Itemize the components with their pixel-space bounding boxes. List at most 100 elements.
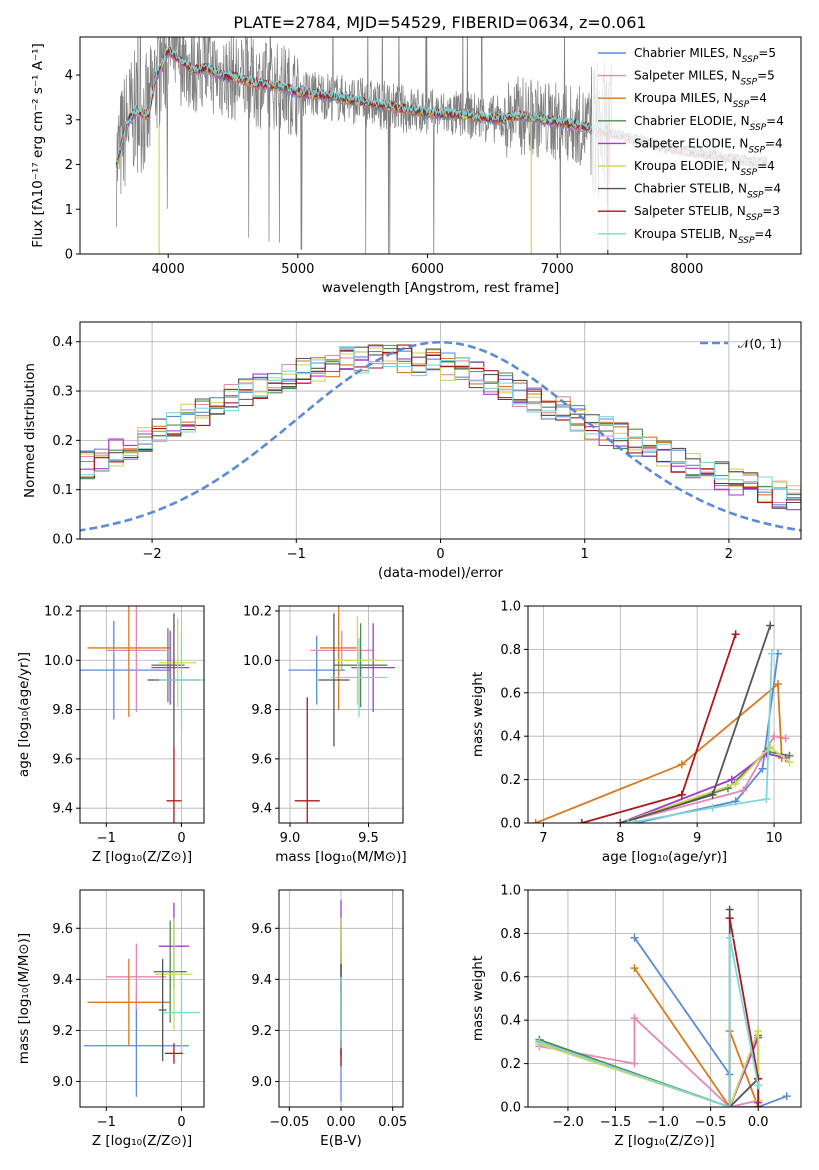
y-tick-label: 0.8 — [500, 643, 521, 658]
y-axis-label: mass weight — [470, 956, 486, 1041]
y-axis-label: Normed distribution — [22, 363, 38, 498]
weight-marker-1 — [630, 1014, 639, 1023]
weight-marker-8 — [623, 819, 632, 823]
weight-marker-7 — [677, 790, 686, 799]
x-tick-label: −1.0 — [647, 1115, 679, 1130]
weight-marker-6 — [616, 819, 625, 823]
legend-label-sub: SSP — [741, 78, 758, 88]
y-tick-label: 9.4 — [52, 802, 73, 817]
y-tick-label: 9.6 — [251, 752, 272, 767]
weight-marker-1 — [739, 786, 748, 795]
legend-label: Kroupa MILES, NSSP=4 — [634, 91, 767, 110]
weight-marker-7 — [731, 630, 740, 639]
y-tick-label: 9.6 — [251, 922, 272, 937]
y-axis-label: mass [log₁₀(M/M⊙)] — [16, 933, 32, 1064]
y-tick-label: 10.0 — [243, 654, 272, 669]
y-tick-label: 9.2 — [52, 1024, 73, 1039]
legend-label-sub: SSP — [746, 213, 763, 223]
axes-border — [278, 605, 404, 824]
x-tick-label: 0 — [177, 1115, 185, 1130]
y-tick-label: 9.4 — [52, 973, 73, 988]
weight-marker-8 — [762, 795, 771, 804]
weight-line-8 — [539, 937, 760, 1107]
x-tick-label: 8000 — [670, 262, 703, 277]
errorbar-point-5 — [158, 618, 197, 708]
x-tick-label: 0 — [436, 547, 444, 562]
y-tick-label: 0 — [65, 248, 73, 263]
weight-marker-7 — [725, 914, 734, 923]
errorbar-point-8 — [330, 638, 388, 717]
x-tick-label: 1 — [581, 547, 589, 562]
legend-label-part: Kroupa STELIB, N — [634, 227, 738, 241]
errorbar-point-2 — [319, 606, 358, 710]
y-tick-label: 9.8 — [52, 703, 73, 718]
y-tick-label: 4 — [65, 69, 73, 84]
x-axis-label: Z [log₁₀(Z/Z⊙)] — [614, 1133, 714, 1149]
y-tick-label: 0.4 — [52, 335, 73, 350]
weight-marker-2 — [677, 760, 686, 769]
residuals-panel: −2 −1 0 1 2 0.0 0.1 0.2 0.3 0.4 (data-model)/error… — [22, 321, 802, 581]
x-tick-label: −0.05 — [269, 1115, 309, 1130]
y-tick-label: 9.2 — [251, 1024, 272, 1039]
errorbar-point-7 — [294, 697, 320, 823]
x-tick-label: −1 — [97, 831, 116, 846]
legend-label: 𝒩(0, 1) — [738, 337, 782, 351]
y-tick-label: 0.0 — [52, 533, 73, 548]
weight-marker-4 — [727, 775, 736, 784]
y-tick-label: 0.3 — [52, 385, 73, 400]
age-vs-metallicity-panel: −1 0 9.4 9.6 9.8 10.0 10.2 Z [log₁₀(Z/Z⊙)] age [… — [16, 604, 205, 865]
x-tick-label: 0.05 — [378, 1115, 407, 1130]
residual-legend: 𝒩(0, 1) — [700, 337, 782, 351]
plot-area — [80, 340, 801, 532]
axes-border — [79, 605, 205, 824]
y-axis-label: Flux [fλ10⁻¹⁷ erg cm⁻² s⁻¹ A⁻¹] — [30, 43, 46, 248]
legend-label-part: Kroupa ELODIE, N — [634, 159, 741, 173]
weight-marker-6 — [708, 790, 717, 799]
y-tick-label: 0.8 — [500, 927, 521, 942]
y-tick-label: 9.8 — [251, 703, 272, 718]
weight-marker-5 — [731, 779, 740, 788]
axes-border — [527, 889, 802, 1108]
legend-label-part: Chabrier ELODIE, N — [634, 114, 750, 128]
errorbar-point-2 — [87, 958, 171, 1046]
weight-marker-6 — [725, 905, 734, 914]
weight-marker-8 — [767, 649, 776, 658]
legend-label-part: Chabrier STELIB, N — [634, 182, 747, 196]
y-tick-label: 0.2 — [500, 1057, 521, 1072]
plot-area — [535, 905, 791, 1107]
weight-marker-8 — [725, 1103, 734, 1107]
y-tick-label: 0.2 — [500, 773, 521, 788]
y-tick-label: 9.4 — [251, 802, 272, 817]
legend-label-part: Kroupa MILES, N — [634, 91, 733, 105]
y-axis-label: age [log₁₀(age/yr)] — [16, 652, 32, 777]
x-tick-label: 9.0 — [280, 831, 301, 846]
errorbar-point-7 — [164, 1043, 183, 1064]
y-tick-label: 0.0 — [500, 1101, 521, 1116]
x-axis-label: age [log₁₀(age/yr)] — [602, 849, 727, 865]
legend-label-sub: SSP — [750, 123, 767, 133]
x-tick-label: −1 — [97, 1115, 116, 1130]
x-tick-label: −1 — [287, 547, 306, 562]
axes-border — [79, 36, 802, 255]
legend-label-part2: =5 — [758, 46, 776, 60]
y-tick-label: 0.6 — [500, 686, 521, 701]
legend-label-part2: =5 — [757, 69, 775, 83]
weight-marker-0 — [782, 1092, 791, 1101]
y-tick-label: 10.2 — [243, 604, 272, 619]
axes-frame: 4000 5000 6000 7000 8000 0 1 2 3 4 wavelength [Ang… — [30, 36, 802, 296]
x-tick-label: 4000 — [152, 262, 185, 277]
axes-frame: 7 8 9 10 0.0 0.2 0.4 0.6 0.8 1.0 age [log₁₀(age/yr… — [470, 600, 802, 865]
legend-label-sub: SSP — [741, 168, 758, 178]
weight-marker-1 — [630, 1059, 639, 1068]
axes-frame: 9.0 9.5 9.4 9.6 9.8 10.0 10.2 mass [log₁₀(M/M⊙)… — [243, 604, 407, 865]
y-tick-label: 0.4 — [500, 730, 521, 745]
x-tick-label: −2 — [143, 547, 162, 562]
legend-label-part: Salpeter MILES, N — [634, 69, 741, 83]
x-axis-label: (data-model)/error — [378, 565, 504, 581]
weight-marker-8 — [725, 933, 734, 942]
figure-title: PLATE=2784, MJD=54529, FIBERID=0634, z=0… — [233, 13, 646, 32]
plot-area — [80, 606, 204, 823]
legend-label-sub: SSP — [748, 145, 765, 155]
spectrum-panel: 4000 5000 6000 7000 8000 0 1 2 3 4 wavelength [Ang… — [30, 36, 802, 296]
errorbar-point-0 — [288, 635, 345, 705]
